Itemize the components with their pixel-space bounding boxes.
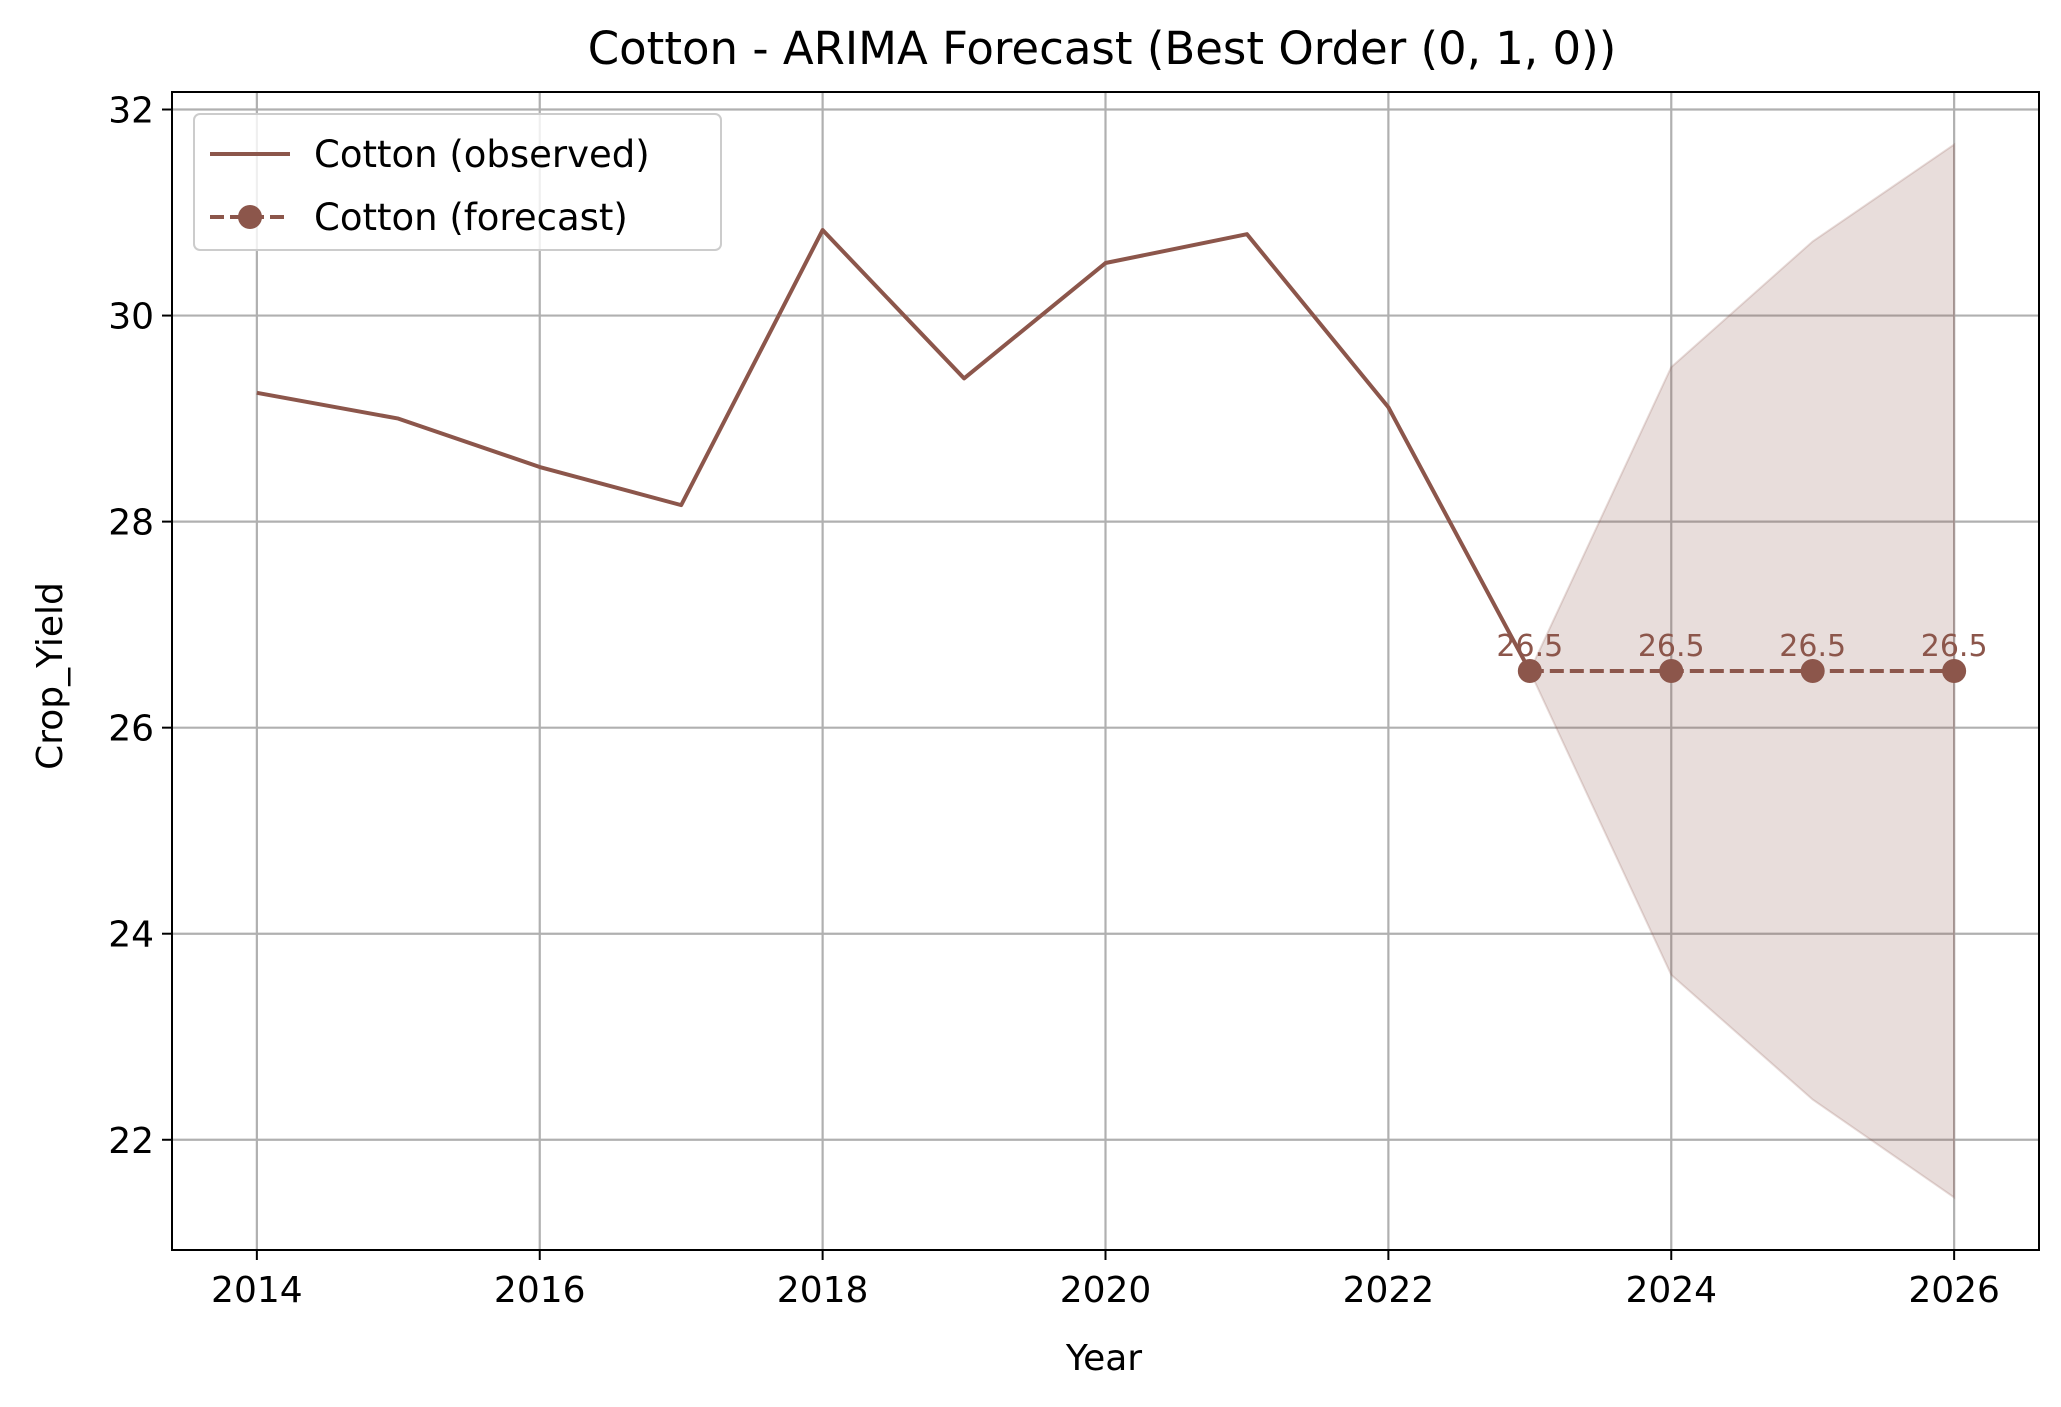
- y-tick-label: 32: [108, 91, 154, 132]
- y-tick-label: 22: [108, 1121, 154, 1162]
- legend-marker: [238, 205, 262, 229]
- x-tick-label: 2020: [1060, 1270, 1152, 1311]
- observed-series-line: [256, 228, 1532, 672]
- x-axis-label: Year: [1065, 1338, 1142, 1379]
- y-tick-label: 24: [108, 915, 154, 956]
- x-tick-label: 2014: [211, 1270, 303, 1311]
- legend-entry: Cotton (observed): [314, 133, 650, 176]
- legend: Cotton (observed) Cotton (forecast): [193, 113, 722, 251]
- x-tick-label: 2022: [1343, 1270, 1435, 1311]
- forecast-data-label: 26.5: [1638, 629, 1705, 664]
- axis-ticks: 2014 2016 2018 2020 2022 2024 2026 22 24 26 28 30 32: [108, 91, 2000, 1311]
- y-tick-label: 28: [108, 503, 154, 544]
- chart-title: Cotton - ARIMA Forecast (Best Order (0, …: [588, 22, 1617, 75]
- grid-lines: [172, 92, 2039, 1250]
- legend-box: [193, 113, 722, 251]
- data-series: [256, 228, 1967, 683]
- forecast-data-label: 26.5: [1921, 629, 1988, 664]
- legend-entry: Cotton (forecast): [314, 196, 628, 239]
- y-tick-label: 30: [108, 297, 154, 338]
- data-labels: 26.5 26.5 26.5 26.5: [1496, 629, 1987, 664]
- y-tick-label: 26: [108, 709, 154, 750]
- x-tick-label: 2018: [777, 1270, 869, 1311]
- forecast-point: [1659, 659, 1684, 683]
- forecast-data-label: 26.5: [1496, 629, 1563, 664]
- y-axis-label: Crop_Yield: [30, 582, 71, 770]
- forecast-data-label: 26.5: [1779, 629, 1846, 664]
- x-tick-label: 2026: [1908, 1270, 2000, 1311]
- forecast-point: [1942, 659, 1967, 683]
- forecast-point: [1517, 659, 1542, 683]
- x-tick-label: 2024: [1625, 1270, 1717, 1311]
- forecast-point: [1800, 659, 1825, 683]
- x-tick-label: 2016: [494, 1270, 586, 1311]
